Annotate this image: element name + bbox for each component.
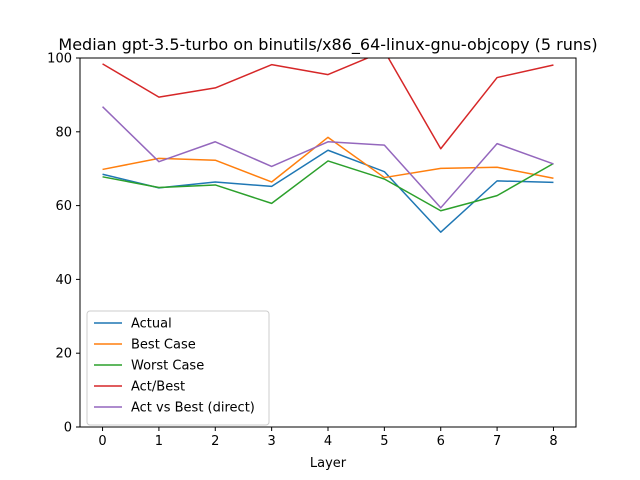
legend-label: Act vs Best (direct) <box>131 401 255 416</box>
series-line-3 <box>102 58 554 150</box>
series-layer <box>102 58 554 233</box>
x-tick-label: 3 <box>267 434 275 449</box>
x-tick-label: 8 <box>549 434 557 449</box>
y-tick-label: 20 <box>55 347 72 362</box>
x-tick-label: 5 <box>380 434 388 449</box>
y-axis: 0 20 40 60 80 100 <box>47 52 80 436</box>
x-tick-label: 6 <box>437 434 445 449</box>
y-tick-label: 0 <box>64 421 72 436</box>
x-tick-label: 1 <box>155 434 163 449</box>
x-axis-label: Layer <box>310 456 347 471</box>
x-tick-label: 2 <box>211 434 219 449</box>
legend-label: Worst Case <box>131 359 204 374</box>
series-line-2 <box>102 160 554 212</box>
legend-label: Best Case <box>131 338 196 353</box>
series-line-0 <box>102 149 554 233</box>
x-tick-label: 7 <box>493 434 501 449</box>
y-tick-label: 60 <box>55 199 72 214</box>
y-tick-label: 80 <box>55 125 72 140</box>
x-axis: 0 1 2 3 4 5 6 7 8 <box>98 427 558 449</box>
y-tick-label: 100 <box>47 52 72 67</box>
x-tick-label: 4 <box>324 434 332 449</box>
x-tick-label: 0 <box>98 434 106 449</box>
legend: Actual Best Case Worst Case Act/Best Act vs … <box>86 310 270 426</box>
legend-box <box>86 310 270 426</box>
series-line-4 <box>102 106 554 209</box>
y-tick-label: 40 <box>55 273 72 288</box>
series-line-1 <box>102 136 554 183</box>
legend-label: Act/Best <box>131 380 185 395</box>
chart-title: Median gpt-3.5-turbo on binutils/x86_64-… <box>58 35 597 55</box>
legend-label: Actual <box>131 317 172 332</box>
